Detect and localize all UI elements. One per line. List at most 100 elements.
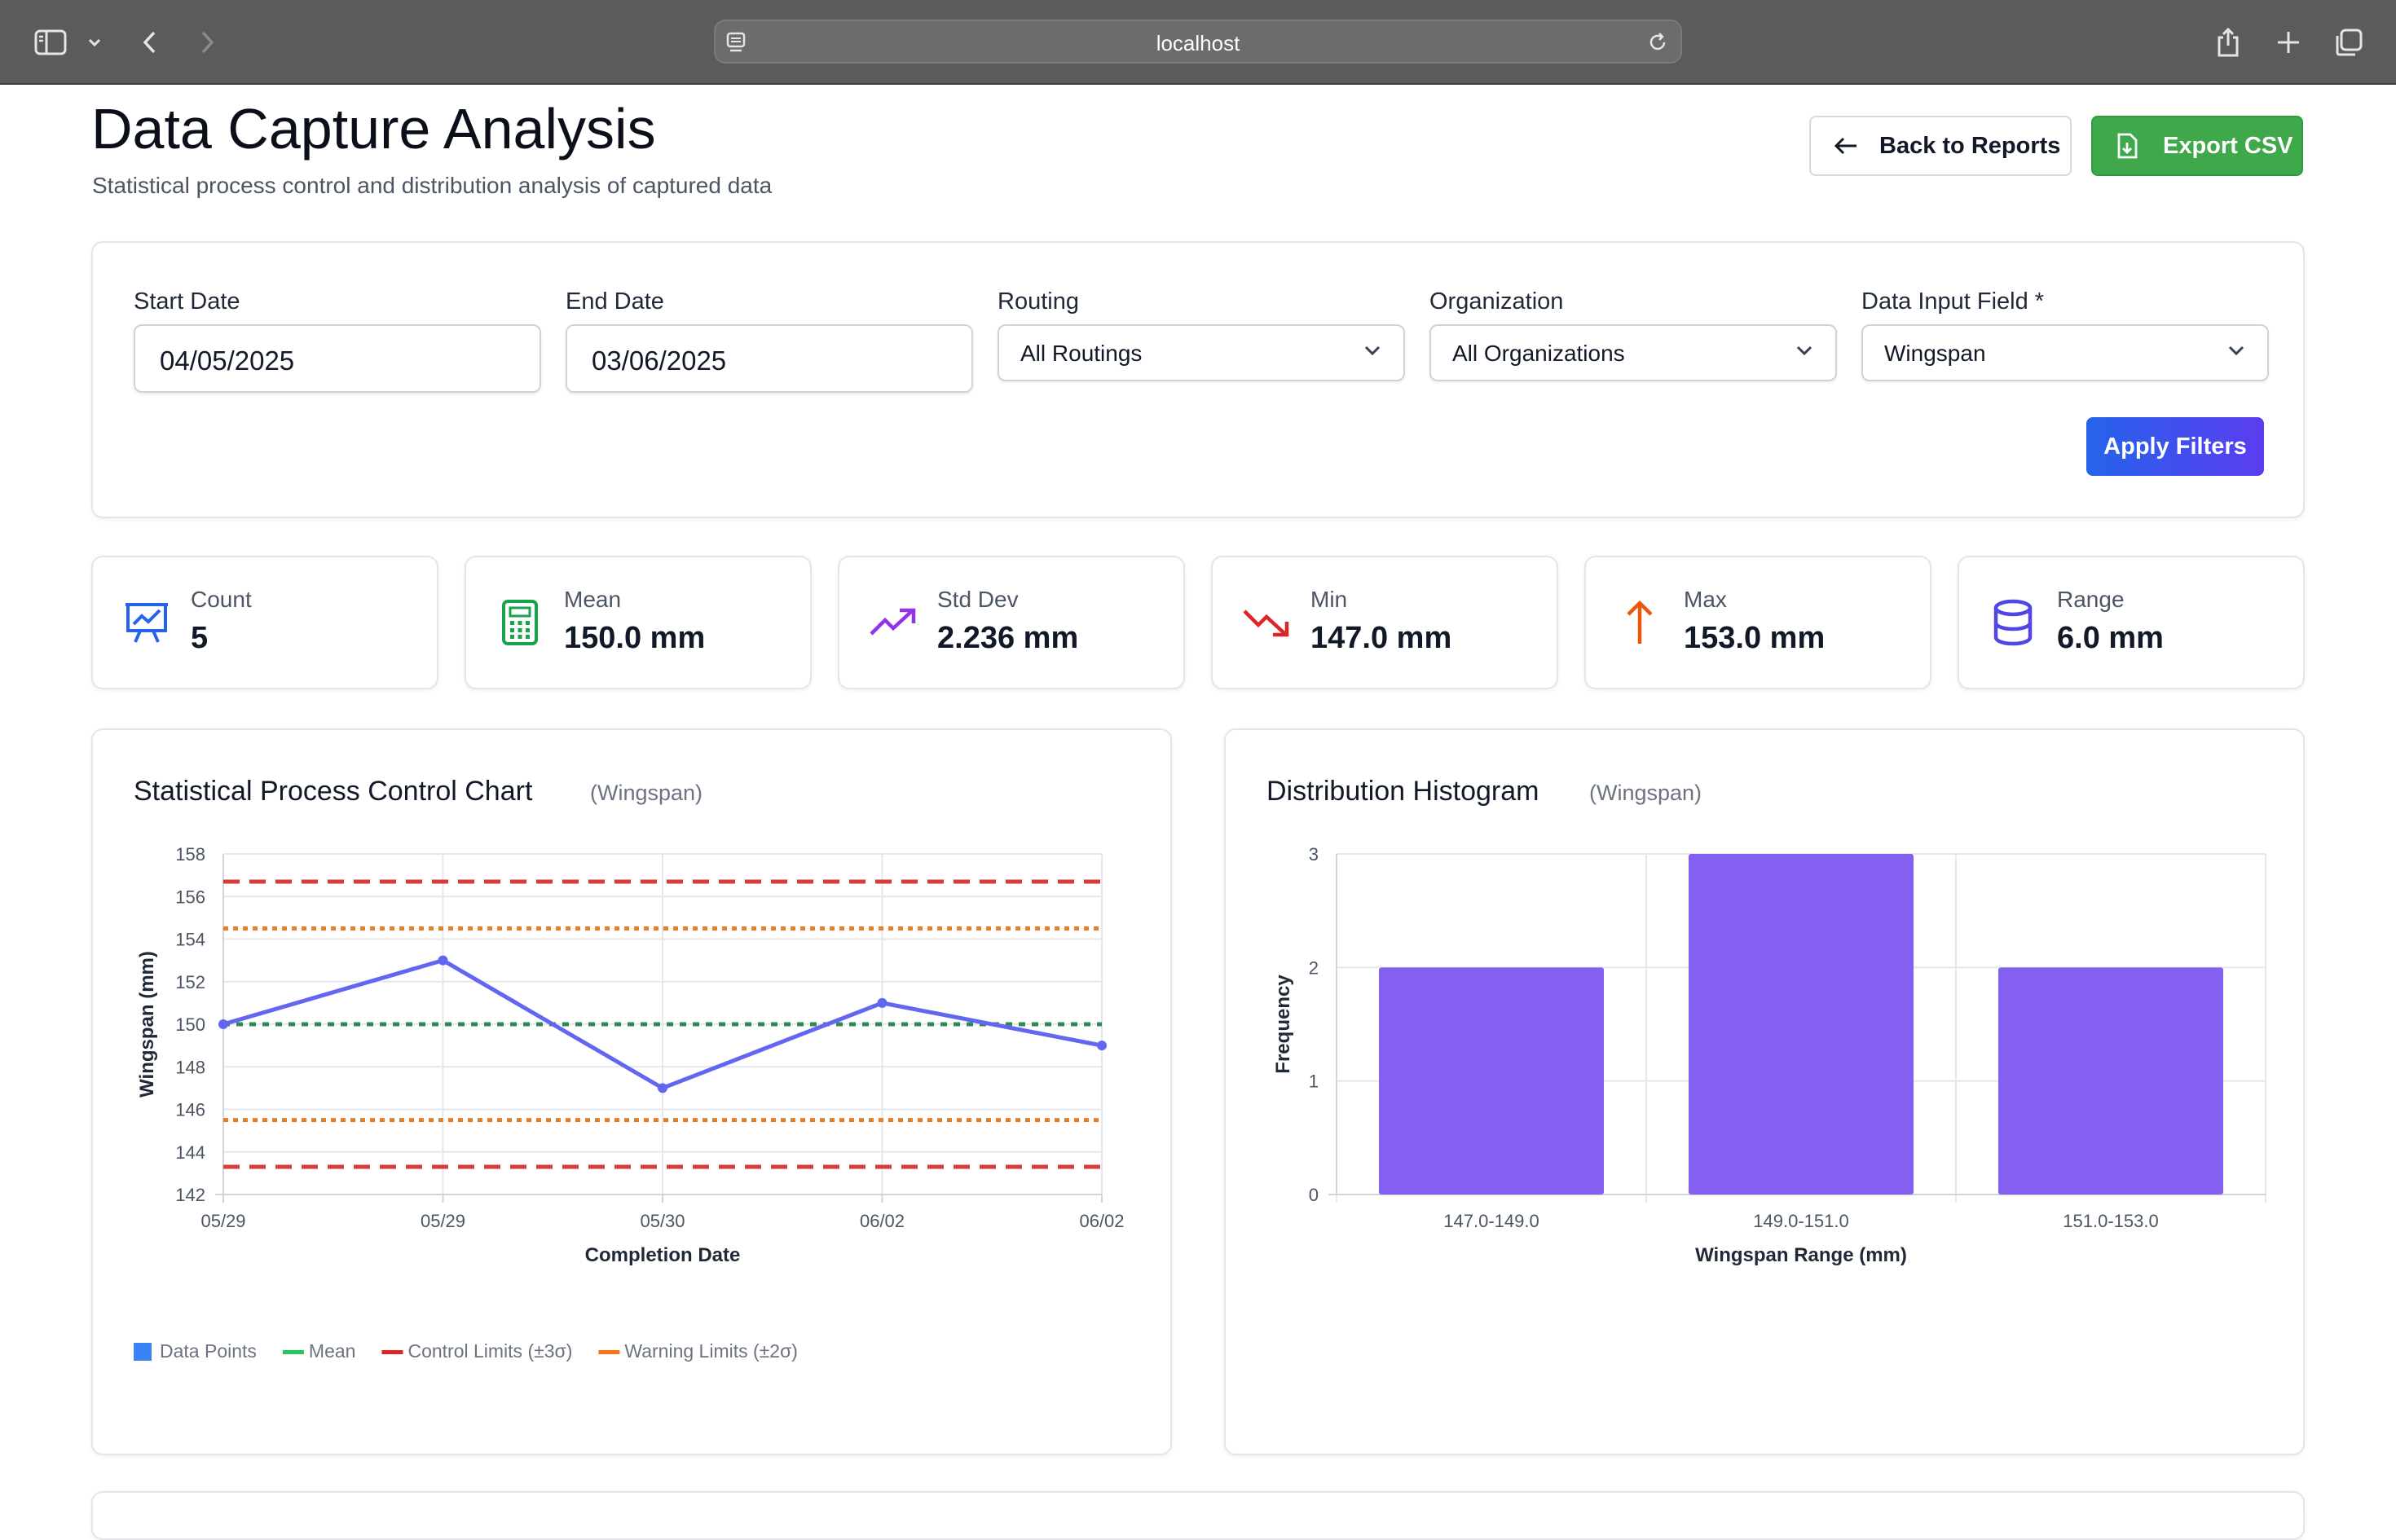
x-axis-label: Wingspan Range (mm) bbox=[1695, 1244, 1907, 1266]
y-tick-label: 154 bbox=[175, 930, 205, 950]
back-to-reports-label: Back to Reports bbox=[1879, 132, 2061, 159]
forward-nav-icon[interactable] bbox=[187, 23, 227, 62]
data-point bbox=[438, 955, 448, 966]
organization-label: Organization bbox=[1429, 288, 1564, 315]
y-tick-label: 148 bbox=[175, 1057, 205, 1077]
histogram-chart: 0 1 2 3 147.0-149.0 149.0-151.0 151.0-153.0 Win… bbox=[1272, 844, 2266, 1266]
x-tick-label: 147.0-149.0 bbox=[1443, 1211, 1539, 1231]
start-date-label: Start Date bbox=[134, 288, 240, 315]
database-icon bbox=[1989, 598, 2037, 647]
trending-up-icon bbox=[869, 598, 918, 647]
legend-label: Control Limits (±3σ) bbox=[407, 1340, 572, 1362]
organization-select[interactable]: All Organizations bbox=[1429, 324, 1837, 381]
histogram-card: Distribution Histogram (Wingspan) 0 1 2 3 14… bbox=[1224, 728, 2305, 1455]
data-input-field-value: Wingspan bbox=[1884, 341, 1986, 366]
histogram-title: Distribution Histogram bbox=[1266, 776, 1539, 807]
y-tick-label: 156 bbox=[175, 887, 205, 907]
legend-swatch bbox=[598, 1350, 620, 1354]
back-to-reports-button[interactable]: Back to Reports bbox=[1809, 116, 2072, 176]
page-icon bbox=[726, 32, 746, 52]
y-tick-label: 2 bbox=[1309, 957, 1319, 978]
routing-select-value: All Routings bbox=[1020, 341, 1143, 366]
file-download-icon bbox=[2117, 133, 2138, 159]
x-axis-label: Completion Date bbox=[585, 1244, 741, 1266]
data-point bbox=[218, 1019, 228, 1029]
back-nav-icon[interactable] bbox=[130, 23, 170, 62]
data-input-field-select[interactable]: Wingspan bbox=[1861, 324, 2269, 381]
legend-swatch bbox=[381, 1350, 403, 1354]
stat-label: Min bbox=[1310, 587, 1348, 612]
filters-card: Start Date 04/05/2025 End Date 03/06/202… bbox=[91, 241, 2305, 518]
x-tick-label: 05/29 bbox=[421, 1211, 465, 1231]
legend-label: Data Points bbox=[160, 1340, 257, 1362]
spc-chart-card: Statistical Process Control Chart (Wings… bbox=[91, 728, 1172, 1455]
routing-select[interactable]: All Routings bbox=[998, 324, 1405, 381]
x-tick-label: 06/02 bbox=[1079, 1211, 1124, 1231]
end-date-input[interactable]: 03/06/2025 bbox=[566, 324, 973, 393]
stat-value: 147.0 mm bbox=[1310, 621, 1452, 655]
legend-swatch bbox=[282, 1350, 304, 1354]
export-csv-button[interactable]: Export CSV bbox=[2091, 116, 2303, 176]
data-point bbox=[877, 997, 887, 1008]
export-csv-label: Export CSV bbox=[2163, 132, 2293, 159]
end-date-label: End Date bbox=[566, 288, 664, 315]
calculator-icon bbox=[495, 598, 544, 647]
stat-card-max: Max 153.0 mm bbox=[1584, 556, 1931, 689]
stat-value: 6.0 mm bbox=[2057, 621, 2164, 655]
stat-card-range: Range 6.0 mm bbox=[1958, 556, 2305, 689]
apply-filters-button[interactable]: Apply Filters bbox=[2086, 417, 2264, 476]
stat-value: 5 bbox=[191, 621, 209, 655]
stat-card-count: Count 5 bbox=[91, 556, 438, 689]
stat-value: 2.236 mm bbox=[937, 621, 1079, 655]
chevron-down-icon bbox=[1364, 345, 1381, 356]
y-axis-label: Frequency bbox=[1272, 975, 1294, 1074]
y-tick-label: 158 bbox=[175, 844, 205, 865]
next-section-card bbox=[91, 1491, 2305, 1540]
address-bar[interactable]: localhost bbox=[714, 20, 1682, 64]
stat-label: Count bbox=[191, 587, 252, 612]
x-tick-label: 06/02 bbox=[860, 1211, 905, 1231]
spc-chart-subtitle: (Wingspan) bbox=[590, 781, 703, 805]
legend-label: Warning Limits (±2σ) bbox=[624, 1340, 798, 1362]
reload-icon[interactable] bbox=[1646, 31, 1669, 54]
legend-label: Mean bbox=[309, 1340, 356, 1362]
y-tick-label: 1 bbox=[1309, 1071, 1319, 1092]
arrow-up-icon bbox=[1615, 598, 1664, 647]
new-tab-icon[interactable] bbox=[2269, 23, 2308, 62]
histogram-bar bbox=[1998, 967, 2223, 1195]
tab-overview-icon[interactable] bbox=[2329, 23, 2368, 62]
y-tick-label: 146 bbox=[175, 1100, 205, 1120]
page-content: Data Capture Analysis Statistical proces… bbox=[0, 85, 2396, 1540]
url-text: localhost bbox=[1156, 31, 1240, 55]
chevron-down-icon bbox=[1796, 345, 1812, 356]
y-tick-label: 3 bbox=[1309, 844, 1319, 865]
presentation-chart-icon bbox=[122, 598, 171, 647]
data-point bbox=[658, 1083, 667, 1093]
x-tick-label: 149.0-151.0 bbox=[1753, 1211, 1848, 1231]
legend-swatch bbox=[134, 1343, 152, 1361]
start-date-input[interactable]: 04/05/2025 bbox=[134, 324, 541, 393]
stat-label: Std Dev bbox=[937, 587, 1019, 612]
page-subtitle: Statistical process control and distribu… bbox=[92, 173, 773, 198]
trending-down-icon bbox=[1242, 598, 1291, 647]
spc-chart: 142 144 146 148 150 152 154 156 158 05/29 05/29 05/… bbox=[134, 844, 1125, 1362]
spc-chart-title: Statistical Process Control Chart bbox=[134, 776, 533, 807]
share-icon[interactable] bbox=[2209, 23, 2248, 62]
sidebar-toggle-icon[interactable] bbox=[31, 23, 70, 62]
stat-label: Max bbox=[1684, 587, 1727, 612]
stat-card-std-dev: Std Dev 2.236 mm bbox=[838, 556, 1185, 689]
organization-select-value: All Organizations bbox=[1452, 341, 1625, 366]
histogram-subtitle: (Wingspan) bbox=[1589, 781, 1702, 805]
stat-label: Mean bbox=[564, 587, 622, 612]
routing-label: Routing bbox=[998, 288, 1079, 315]
chevron-down-icon[interactable] bbox=[75, 23, 114, 62]
stat-value: 153.0 mm bbox=[1684, 621, 1826, 655]
browser-toolbar: localhost bbox=[0, 0, 2396, 85]
y-tick-label: 152 bbox=[175, 972, 205, 992]
y-tick-label: 144 bbox=[175, 1142, 205, 1163]
x-tick-label: 151.0-153.0 bbox=[2063, 1211, 2158, 1231]
stat-value: 150.0 mm bbox=[564, 621, 706, 655]
chevron-down-icon bbox=[2228, 345, 2244, 356]
data-input-field-label: Data Input Field * bbox=[1861, 288, 2045, 315]
stat-card-min: Min 147.0 mm bbox=[1211, 556, 1558, 689]
